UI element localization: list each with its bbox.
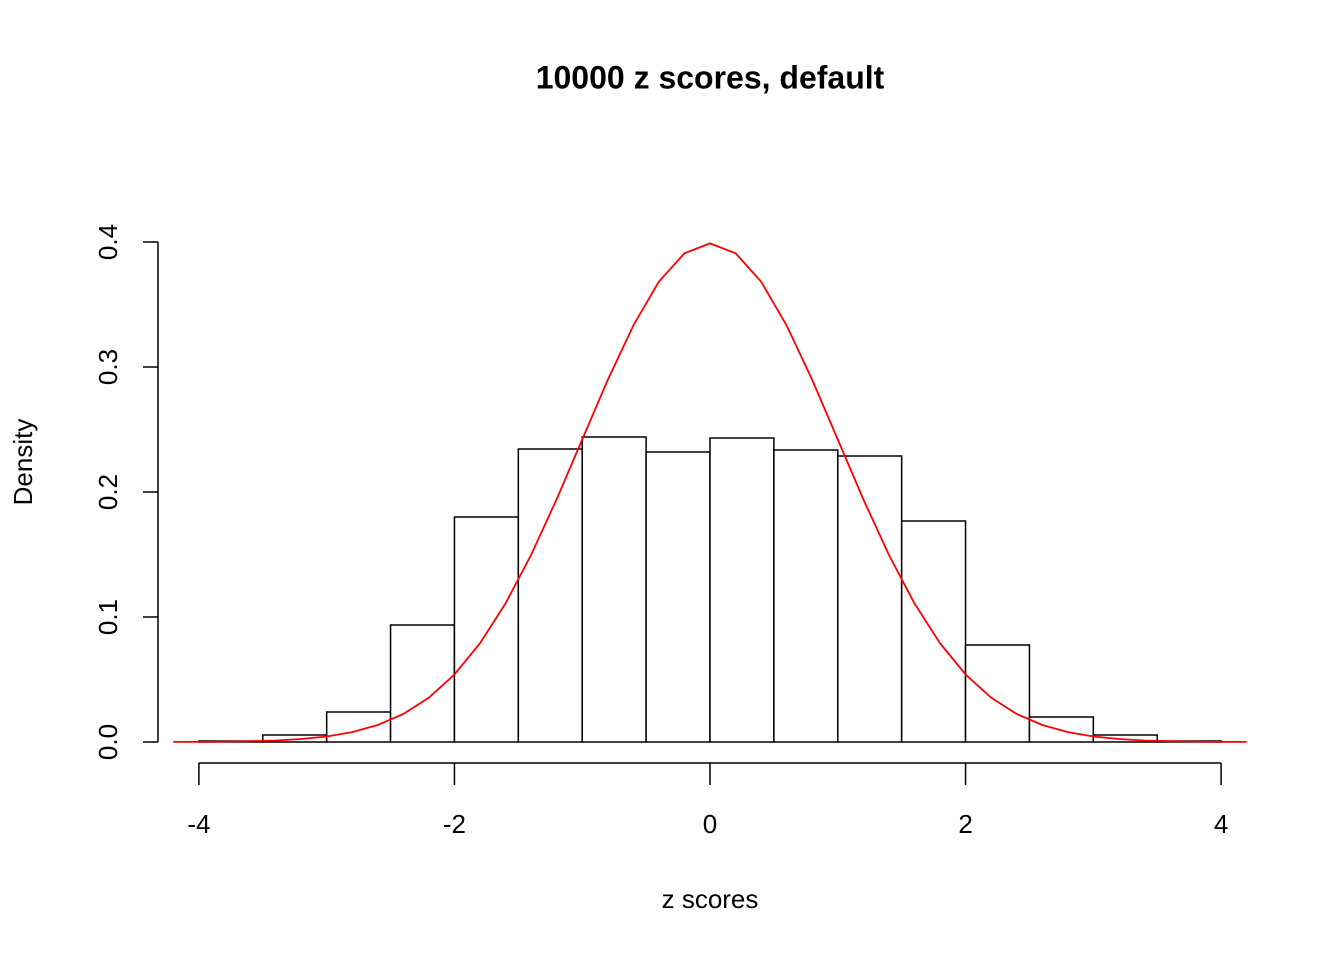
y-axis-title: Density bbox=[8, 419, 38, 506]
y-tick-label: 0.1 bbox=[93, 599, 123, 635]
bar bbox=[645, 451, 711, 743]
x-axis-title: z scores bbox=[662, 884, 759, 914]
bar bbox=[709, 437, 775, 743]
chart-title: 10000 z scores, default bbox=[536, 59, 885, 95]
x-tick-label: -2 bbox=[443, 809, 466, 839]
x-tick-label: 0 bbox=[703, 809, 717, 839]
y-tick-label: 0.0 bbox=[93, 724, 123, 760]
density-curve bbox=[173, 242, 1247, 743]
x-tick-label: -4 bbox=[187, 809, 210, 839]
x-tick-label: 4 bbox=[1214, 809, 1228, 839]
bar bbox=[900, 520, 967, 743]
bar bbox=[581, 436, 647, 743]
bar bbox=[325, 711, 392, 743]
bar bbox=[837, 455, 903, 743]
bar bbox=[517, 448, 583, 743]
x-tick-label: 2 bbox=[958, 809, 972, 839]
y-tick-label: 0.3 bbox=[93, 349, 123, 385]
bar bbox=[773, 449, 839, 743]
bar bbox=[453, 516, 520, 743]
y-tick-label: 0.4 bbox=[93, 224, 123, 260]
bar bbox=[964, 644, 1031, 743]
y-tick-label: 0.2 bbox=[93, 474, 123, 510]
